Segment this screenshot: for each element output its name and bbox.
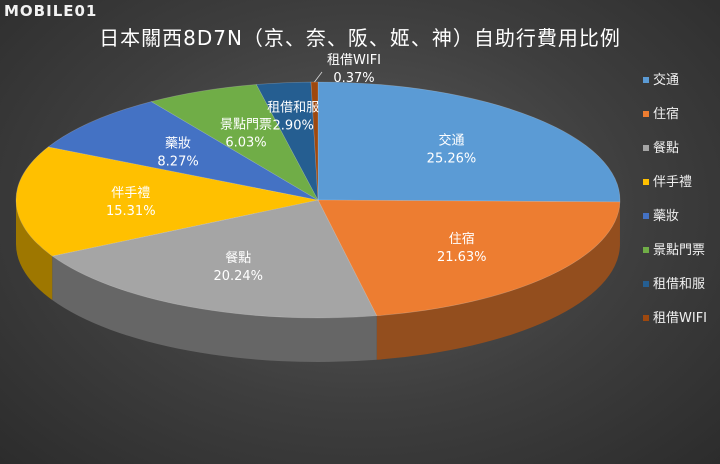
data-label-name-住宿: 住宿: [449, 231, 475, 247]
legend-item-餐點: 餐點: [643, 140, 720, 174]
legend-label: 租借WIFI: [653, 311, 707, 326]
legend-swatch-icon: [643, 179, 649, 185]
legend-item-住宿: 住宿: [643, 106, 720, 140]
legend-swatch-icon: [643, 111, 649, 117]
pie-slice-藥妝: [47, 101, 319, 201]
legend-item-交通: 交通: [643, 72, 720, 106]
data-label-name-伴手禮: 伴手禮: [111, 186, 150, 201]
legend-item-租借wifi: 租借WIFI: [643, 310, 720, 344]
pie-slice-景點門票: [150, 84, 319, 201]
legend-swatch-icon: [643, 247, 649, 253]
legend-swatch-icon: [643, 77, 649, 83]
data-label-pct-租借wifi: 0.37%: [333, 71, 374, 86]
data-label-name-藥妝: 藥妝: [165, 136, 191, 151]
legend-label: 租借和服: [653, 277, 706, 292]
pie-slice-伴手禮: [15, 146, 319, 257]
legend-swatch-icon: [643, 213, 649, 219]
data-label-pct-交通: 25.26%: [427, 152, 477, 167]
legend-swatch-icon: [643, 281, 649, 287]
legend-label: 伴手禮: [653, 175, 693, 190]
legend-item-租借和服: 租借和服: [643, 276, 720, 310]
data-label-pct-藥妝: 8.27%: [157, 154, 198, 169]
data-label-pct-伴手禮: 15.31%: [106, 204, 156, 219]
legend-item-景點門票: 景點門票: [643, 242, 720, 276]
legend-item-伴手禮: 伴手禮: [643, 174, 720, 208]
data-label-pct-景點門票: 6.03%: [225, 135, 266, 150]
data-label-name-景點門票: 景點門票: [220, 117, 272, 132]
pie-side-餐點: [52, 256, 377, 362]
pie-slice-租借wifi: [310, 81, 319, 201]
data-label-name-租借wifi: 租借WIFI: [327, 53, 381, 68]
legend-label: 餐點: [653, 141, 680, 156]
legend-label: 景點門票: [653, 243, 706, 258]
chart-title: 日本關西8D7N（京、奈、阪、姬、神）自助行費用比例: [99, 26, 621, 50]
data-label-pct-住宿: 21.63%: [437, 250, 487, 265]
data-label-name-租借和服: 租借和服: [267, 101, 319, 116]
legend-label: 住宿: [653, 107, 680, 122]
data-label-pct-租借和服: 2.90%: [273, 119, 314, 134]
data-label-pct-餐點: 20.24%: [213, 269, 263, 284]
pie-slice-住宿: [317, 199, 621, 317]
leader-line-wifi: [314, 71, 323, 83]
pie-slice-租借和服: [255, 81, 319, 201]
legend-label: 藥妝: [653, 209, 680, 224]
watermark-logo: MOBILE01: [4, 2, 98, 20]
data-label-name-餐點: 餐點: [225, 250, 251, 266]
pie-slice-交通: [317, 81, 621, 203]
legend-swatch-icon: [643, 145, 649, 151]
data-label-name-交通: 交通: [438, 133, 464, 149]
legend-item-藥妝: 藥妝: [643, 208, 720, 242]
legend-label: 交通: [653, 73, 680, 88]
legend-swatch-icon: [643, 315, 649, 321]
pie-side-住宿: [376, 201, 620, 360]
pie-slice-餐點: [51, 199, 378, 319]
pie-side-伴手禮: [16, 200, 53, 301]
legend: 交通住宿餐點伴手禮藥妝景點門票租借和服租借WIFI: [643, 72, 720, 344]
